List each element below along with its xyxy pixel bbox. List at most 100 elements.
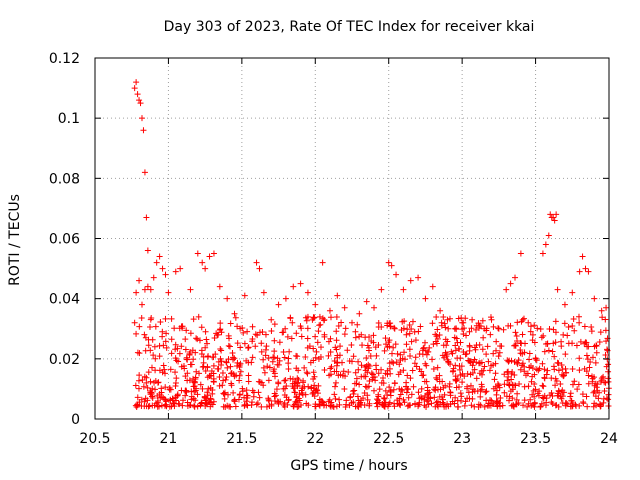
grid-lines	[95, 58, 609, 419]
data-point	[594, 381, 601, 388]
data-point	[307, 359, 314, 366]
data-point	[508, 376, 515, 383]
data-point	[584, 343, 591, 350]
data-point	[227, 363, 234, 370]
data-point	[216, 374, 223, 381]
data-point	[343, 397, 350, 404]
data-point	[263, 403, 270, 410]
data-point	[605, 368, 612, 375]
data-point	[271, 348, 278, 355]
data-point	[254, 332, 261, 339]
data-point	[272, 392, 279, 399]
data-point	[459, 319, 466, 326]
data-point	[131, 85, 138, 92]
data-point	[469, 370, 476, 377]
data-point	[550, 340, 557, 347]
data-point	[287, 375, 294, 382]
data-point	[167, 366, 174, 373]
data-point	[558, 338, 565, 345]
data-point	[495, 400, 502, 407]
data-point	[546, 392, 553, 399]
data-point	[600, 373, 607, 380]
y-tick-label: 0.12	[49, 51, 80, 67]
data-point	[605, 378, 612, 385]
data-point	[451, 400, 458, 407]
data-point	[206, 398, 213, 405]
data-point	[327, 371, 334, 378]
data-point	[554, 286, 561, 293]
data-point	[319, 259, 326, 266]
data-point	[211, 334, 218, 341]
data-point	[289, 319, 296, 326]
data-point	[579, 253, 586, 260]
data-point	[336, 401, 343, 408]
data-point	[334, 354, 341, 361]
data-point	[143, 379, 150, 386]
data-point	[483, 388, 490, 395]
data-point	[245, 345, 252, 352]
data-point	[565, 323, 572, 330]
data-point	[526, 364, 533, 371]
data-point	[492, 370, 499, 377]
data-point	[201, 394, 208, 401]
data-point	[385, 259, 392, 266]
data-point	[399, 318, 406, 325]
data-point	[303, 369, 310, 376]
data-point	[196, 337, 203, 344]
data-point	[172, 382, 179, 389]
data-point	[258, 348, 265, 355]
data-point	[352, 369, 359, 376]
data-point	[457, 372, 464, 379]
data-point	[133, 330, 140, 337]
data-point	[232, 314, 239, 321]
data-point	[136, 323, 143, 330]
data-point	[205, 353, 212, 360]
data-point	[304, 325, 311, 332]
data-point	[433, 314, 440, 321]
data-point	[198, 347, 205, 354]
data-point	[519, 331, 526, 338]
data-point	[142, 334, 149, 341]
data-point	[327, 365, 334, 372]
data-point	[447, 389, 454, 396]
data-point	[496, 384, 503, 391]
data-point	[304, 335, 311, 342]
data-point	[321, 401, 328, 408]
data-point	[304, 344, 311, 351]
data-point	[419, 351, 426, 358]
data-point	[569, 381, 576, 388]
data-point	[520, 402, 527, 409]
data-point	[141, 286, 148, 293]
data-point	[241, 394, 248, 401]
data-point	[325, 338, 332, 345]
data-point	[437, 307, 444, 314]
data-point	[252, 331, 259, 338]
data-point	[464, 395, 471, 402]
data-point	[381, 395, 388, 402]
data-point	[482, 389, 489, 396]
data-point	[204, 363, 211, 370]
data-point	[554, 359, 561, 366]
data-point	[423, 362, 430, 369]
data-point	[488, 362, 495, 369]
data-point	[192, 374, 199, 381]
data-point	[300, 379, 307, 386]
data-point	[557, 380, 564, 387]
data-point	[551, 353, 558, 360]
data-point	[598, 307, 605, 314]
data-point	[194, 403, 201, 410]
data-point	[159, 265, 166, 272]
data-point	[412, 354, 419, 361]
data-point	[346, 357, 353, 364]
data-point	[253, 259, 260, 266]
data-point	[210, 250, 217, 257]
data-point	[159, 328, 166, 335]
data-point	[452, 342, 459, 349]
data-point	[567, 390, 574, 397]
data-point	[408, 391, 415, 398]
data-point	[355, 366, 362, 373]
data-point	[576, 402, 583, 409]
data-point	[571, 327, 578, 334]
data-point	[155, 379, 162, 386]
data-point	[208, 367, 215, 374]
